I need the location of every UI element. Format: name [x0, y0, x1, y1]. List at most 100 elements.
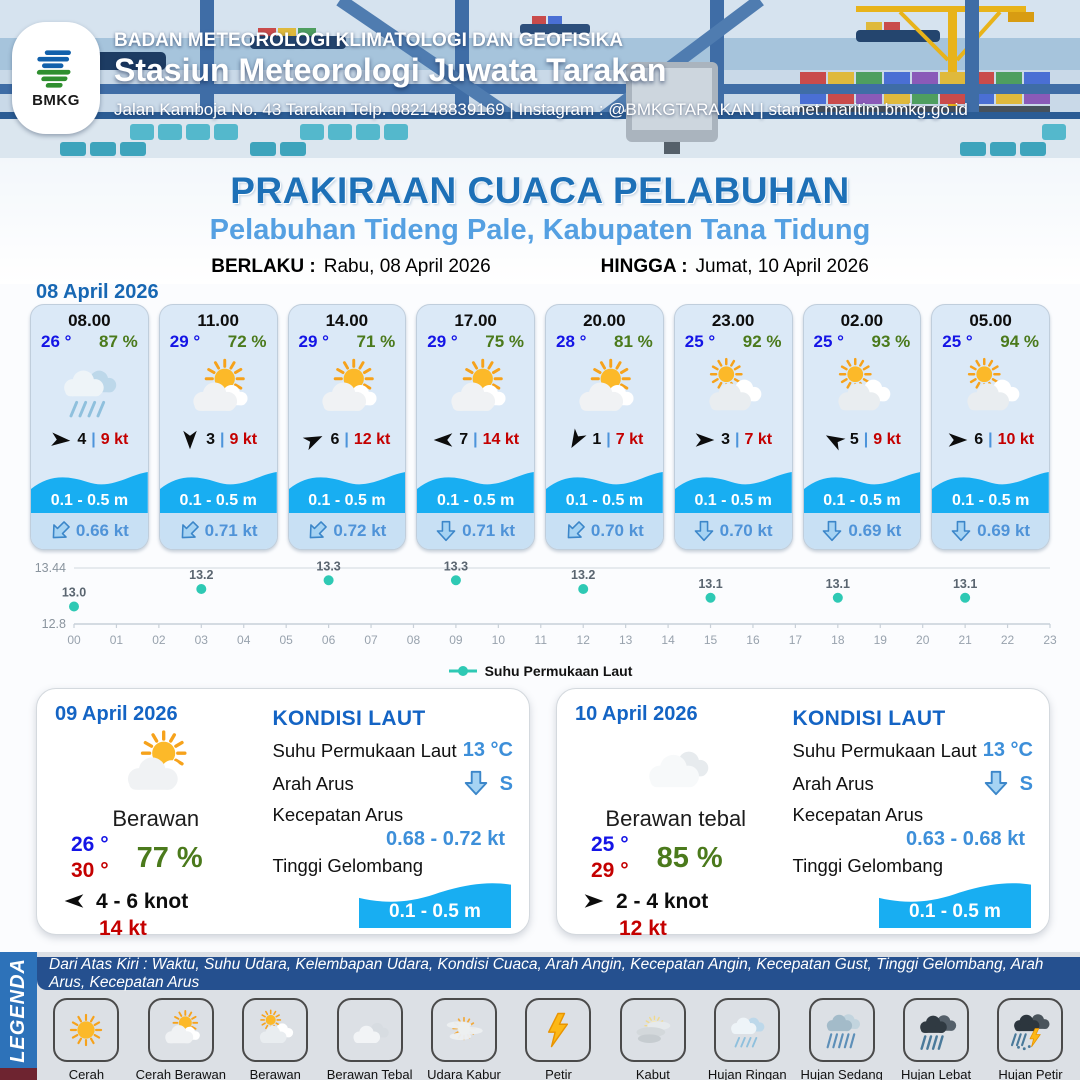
svg-text:06: 06: [322, 633, 336, 647]
wave-icon: [31, 472, 148, 513]
wave-height-value: 0.1 - 0.5 m: [909, 901, 1001, 922]
chairs-icon: [130, 124, 1066, 140]
daily-temp-max: 30 °: [71, 859, 109, 883]
wave-height-row: Tinggi Gelombang: [273, 855, 513, 877]
svg-text:19: 19: [874, 633, 888, 647]
cerah-berawan-icon: [165, 1010, 200, 1044]
hour-humidity: 72 %: [227, 332, 267, 351]
current-arrow-icon: [310, 521, 328, 539]
berawan-icon: [967, 357, 1019, 411]
wind-direction-icon: [583, 890, 607, 914]
series-marker-icon: [448, 666, 477, 676]
hour-temperature: 28 °: [556, 332, 587, 351]
legend-item: Berawan: [230, 998, 320, 1080]
hour-wind-row: 1 | 7 kt: [546, 428, 663, 452]
hour-wind-speed: 3: [721, 431, 731, 448]
current-direction-icon: [50, 520, 70, 542]
current-direction-icon: [436, 520, 456, 542]
sst-label: Suhu Permukaan Laut: [272, 739, 457, 761]
daily-humidity: 77 %: [136, 841, 203, 874]
legend-item: Petir: [513, 998, 603, 1080]
hour-current-row: 0.70 kt: [674, 513, 792, 549]
hour-current-speed: 0.69 kt: [977, 521, 1031, 540]
hour-card: 23.00 25 ° 92 % 3 | 7 kt 0.1 - 0.5 m 0.7…: [673, 304, 793, 550]
sst-value: 13 °C: [462, 739, 513, 761]
hour-card: 17.00 29 ° 75 % 7 | 14 kt 0.1 - 0.5 m 0.…: [416, 304, 535, 550]
hujan-lebat-icon: [920, 1015, 957, 1050]
hour-wave-height: 0.1 - 0.5 m: [436, 492, 515, 509]
current-speed-label: Kecepatan Arus: [792, 804, 924, 825]
current-direction-icon: [179, 520, 199, 542]
page-subtitle: Pelabuhan Tideng Pale, Kabupaten Tana Ti…: [209, 214, 871, 246]
hour-weather-icon: [417, 352, 534, 428]
hour-time: 11.00: [197, 311, 239, 330]
separator: |: [344, 431, 349, 448]
svg-text:08: 08: [407, 633, 421, 647]
hour-humidity: 75 %: [485, 332, 524, 351]
svg-text:01: 01: [110, 633, 124, 647]
hour-humidity: 87 %: [99, 332, 138, 351]
hour-wind-speed: 6: [330, 431, 340, 448]
harbor-illustration: [0, 0, 1080, 158]
current-speed-value: 0.63 - 0.68 kt: [906, 828, 1025, 850]
current-direction-icon: [565, 520, 585, 542]
wave-icon: [674, 472, 792, 513]
legend-items: Cerah Cerah Berawan Berawan Berawan Teba…: [37, 992, 1080, 1080]
chart-legend: Suhu Permukaan Laut: [0, 663, 1080, 679]
legend-item: Hujan Lebat: [891, 998, 981, 1080]
svg-text:12.8: 12.8: [42, 617, 66, 631]
legend-item-label: Hujan Lebat: [901, 1067, 972, 1080]
hour-wind-speed: 1: [592, 431, 602, 448]
svg-text:02: 02: [152, 633, 166, 647]
current-arrow-icon: [823, 520, 842, 542]
wave-height-label: Tinggi Gelombang: [272, 855, 423, 876]
hour-weather-icon: [675, 352, 792, 428]
wind-direction-icon: [565, 428, 587, 451]
hour-temperature: 25 °: [942, 332, 973, 351]
hour-temperature: 29 °: [169, 332, 201, 351]
legend-icon-box: [903, 998, 970, 1062]
current-arrow-icon: [694, 520, 714, 542]
current-direction-label: Arah Arus: [792, 773, 874, 794]
station-name: Stasiun Meteorologi Juwata Tarakan: [114, 52, 667, 88]
current-direction-icon: [307, 520, 328, 542]
hour-humidity: 81 %: [614, 332, 653, 351]
bmkg-logo-icon: [36, 49, 71, 88]
hour-wave-height: 0.1 - 0.5 m: [951, 492, 1030, 509]
hour-current-row: 0.69 kt: [803, 513, 921, 549]
svg-text:13: 13: [619, 633, 633, 647]
legend-icon-box: [336, 998, 403, 1062]
hour-weather-icon: [289, 352, 406, 428]
hour-wave-height: 0.1 - 0.5 m: [694, 492, 772, 509]
wind-direction-icon: [63, 890, 87, 914]
legend-item-label: Udara Kabur: [427, 1067, 501, 1080]
daily-wind-row: 4 - 6 knot: [63, 890, 257, 914]
sea-conditions-heading: KONDISI LAUT: [792, 707, 946, 730]
hour-card: 02.00 25 ° 93 % 5 | 9 kt 0.1 - 0.5 m 0.6…: [802, 304, 922, 550]
hour-wind-row: 7 | 14 kt: [417, 428, 534, 452]
sea-conditions: KONDISI LAUT Suhu Permukaan Laut 13 °C A…: [257, 697, 513, 928]
svg-text:17: 17: [789, 633, 803, 647]
legend-item-label: Hujan Ringan: [707, 1067, 787, 1080]
hour-gust-speed: 9 kt: [100, 431, 129, 448]
hour-wind-speed: 5: [849, 431, 859, 448]
hujan-sedang-icon: [826, 1014, 860, 1049]
svg-text:14: 14: [661, 633, 675, 647]
legend-caption: Dari Atas Kiri : Waktu, Suhu Udara, Kele…: [49, 955, 1044, 991]
wind-arrow-icon: [303, 436, 323, 451]
svg-text:13.44: 13.44: [35, 561, 66, 575]
current-arrow-icon: [464, 770, 487, 796]
hujan-petir-icon: [1011, 1014, 1050, 1051]
hour-wave: 0.1 - 0.5 m: [674, 467, 792, 513]
wind-arrow-icon: [695, 433, 715, 447]
hour-time: 08.00: [68, 311, 111, 330]
daily-card: 09 April 2026 Berawan 26 ° 30 ° 77 % 4 -…: [36, 688, 530, 940]
hour-gust-speed: 7 kt: [615, 431, 644, 448]
awan-icon: [648, 751, 709, 788]
bmkg-logo: BMKG: [12, 22, 100, 134]
berawan-icon: [838, 357, 891, 411]
daily-condition: Berawan: [112, 806, 200, 831]
separator: |: [988, 431, 993, 448]
daily-weather-icon: [575, 726, 777, 806]
